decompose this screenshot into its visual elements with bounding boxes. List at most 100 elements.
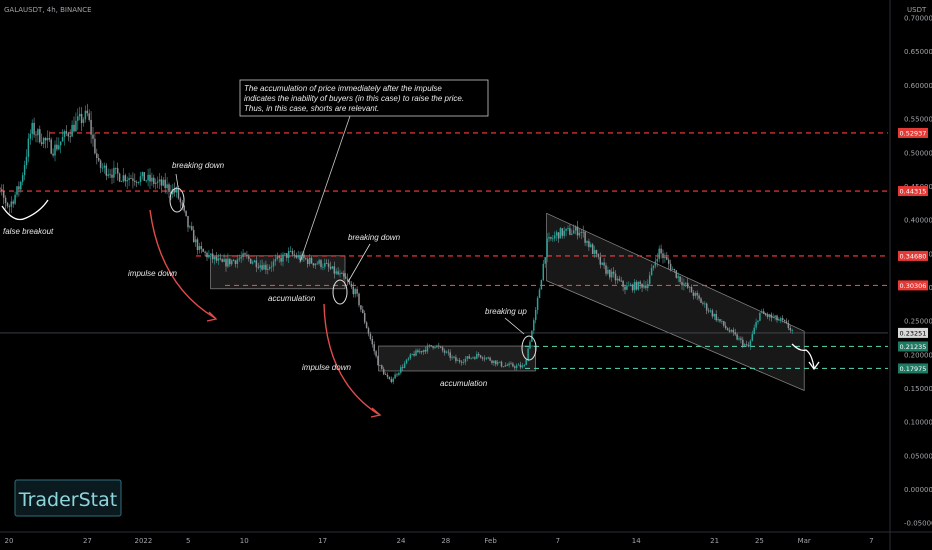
current-price-tag — [898, 327, 928, 338]
candle-body — [588, 241, 590, 248]
candle-body — [263, 264, 265, 270]
candle-body — [491, 360, 493, 364]
candle-body — [384, 374, 387, 376]
candle-body — [443, 350, 446, 353]
level-tag — [898, 341, 928, 352]
candle-body — [628, 285, 630, 287]
candle-body — [552, 238, 554, 240]
candle-body — [559, 228, 562, 239]
y-tick-label: 0.00000 — [904, 486, 932, 494]
candle-body — [284, 253, 286, 255]
candle-body — [593, 250, 596, 255]
candle-body — [656, 258, 659, 262]
traderstat-logo: TraderStat — [14, 479, 122, 517]
y-tick-label: 0.70000 — [904, 15, 932, 23]
candle-body — [219, 258, 222, 260]
candle-body — [673, 268, 676, 271]
candle-body — [329, 266, 332, 269]
y-tick-label: 0.15000 — [904, 385, 932, 393]
candle-body — [534, 309, 537, 321]
candle-body — [595, 250, 598, 255]
candle-body — [495, 360, 497, 365]
candle-body — [208, 254, 210, 258]
candle-body — [67, 133, 70, 137]
candle-body — [557, 232, 560, 239]
candle-body — [468, 356, 470, 359]
candle-body — [61, 137, 64, 142]
candle-body — [339, 273, 341, 275]
candle-body — [297, 255, 299, 258]
level-tag — [898, 363, 928, 374]
candle-body — [257, 267, 260, 268]
candle-body — [107, 174, 109, 176]
candle-body — [555, 232, 558, 236]
candle-body — [675, 270, 678, 278]
candle-body — [417, 350, 419, 353]
candle-body — [462, 362, 465, 363]
candle-body — [86, 110, 89, 114]
breakdown-circle-1 — [169, 187, 185, 213]
candle-body — [187, 215, 189, 228]
candle-body — [278, 256, 280, 258]
candle-body — [496, 362, 499, 365]
y-tick-label: 0.55000 — [904, 116, 932, 124]
candle-body — [685, 282, 687, 284]
candle-body — [80, 113, 83, 123]
candle-body — [16, 186, 18, 195]
candle-body — [789, 328, 792, 331]
candle-body — [544, 257, 546, 264]
candle-body — [742, 339, 744, 346]
candle-body — [291, 250, 294, 255]
candle-body — [130, 178, 132, 179]
candle-body — [736, 334, 738, 340]
price-axis[interactable]: 0.700000.650000.600000.550000.500000.450… — [904, 15, 932, 528]
candle-body — [120, 181, 123, 183]
candle-body — [293, 254, 296, 256]
candle-body — [286, 253, 288, 258]
candle-body — [175, 188, 178, 193]
candle-body — [377, 356, 379, 366]
candle-body — [696, 292, 698, 296]
candles-layer — [0, 103, 793, 385]
candle-body — [189, 226, 191, 228]
candle-body — [728, 330, 731, 332]
x-tick-label: 21 — [710, 537, 719, 545]
candle-body — [63, 131, 66, 138]
candle-body — [629, 284, 632, 286]
candle-body — [447, 351, 450, 353]
y-tick-label: 0.20000 — [904, 351, 932, 359]
candle-body — [173, 189, 176, 193]
candle-body — [137, 182, 140, 183]
accumulation-label-1: accumulation — [268, 294, 316, 303]
candle-body — [251, 262, 254, 264]
candle-body — [27, 138, 30, 157]
candle-body — [145, 180, 147, 182]
candle-body — [745, 344, 748, 346]
candle-body — [485, 357, 488, 359]
candle-body — [669, 263, 672, 270]
candle-body — [504, 365, 507, 367]
candle-body — [371, 338, 374, 345]
candle-body — [770, 314, 773, 318]
accumulation-zone-1 — [210, 255, 346, 290]
candle-body — [787, 323, 790, 329]
candle-body — [569, 228, 571, 235]
candle-body — [715, 313, 717, 321]
candle-body — [768, 314, 771, 317]
x-tick-label: 25 — [755, 537, 764, 545]
candle-body — [565, 228, 567, 231]
candle-body — [153, 177, 155, 184]
candle-body — [40, 142, 43, 145]
candle-body — [561, 228, 564, 236]
candle-body — [358, 293, 360, 306]
candle-body — [449, 352, 451, 358]
time-axis[interactable]: 20 27 2022 5 10 17 24 28 Feb 7 14 21 25 Mar 7 — [5, 537, 874, 545]
candle-body — [652, 265, 655, 269]
candle-body — [210, 253, 212, 255]
candle-body — [101, 167, 104, 169]
candle-body — [612, 271, 615, 274]
candle-body — [314, 263, 317, 266]
candle-body — [576, 226, 579, 236]
candle-body — [419, 351, 421, 353]
